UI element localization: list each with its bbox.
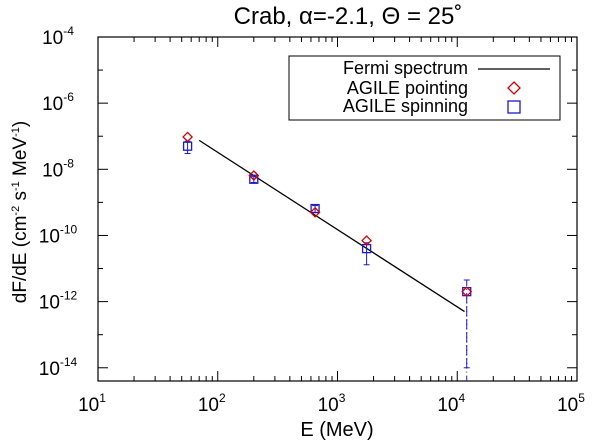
x-axis-tick-labels: 101 102 103 104 105 — [78, 391, 585, 416]
agile-pointing-point — [361, 235, 373, 247]
legend-label-pointing: AGILE pointing — [347, 78, 468, 98]
agile-pointing-point — [182, 131, 194, 143]
y-tick-label: 10-14 — [39, 355, 78, 380]
chart-title: Crab, α=-2.1, Θ = 25˚ — [234, 3, 463, 30]
legend-square-marker — [507, 100, 521, 114]
y-axis-label: dF/dE (cm-2 s-1 MeV-1) — [10, 121, 31, 303]
agile-spinning-point — [249, 174, 259, 184]
agile-pointing-point — [248, 170, 260, 181]
y-tick-label: 10-6 — [42, 90, 74, 115]
legend: Fermi spectrum AGILE pointing AGILE spin… — [288, 55, 561, 121]
legend-diamond-marker — [507, 81, 521, 95]
agile-spinning-series — [182, 140, 472, 369]
y-tick-label: 10-4 — [42, 24, 74, 49]
legend-label-spinning: AGILE spinning — [343, 96, 468, 116]
x-tick-label: 103 — [318, 391, 346, 416]
y-axis-ticks — [98, 36, 577, 369]
fermi-spectrum-series — [198, 139, 465, 313]
y-tick-label: 10-10 — [39, 222, 78, 247]
x-axis-label: E (MeV) — [300, 419, 373, 441]
agile-spinning-point — [310, 203, 320, 214]
agile-pointing-series — [182, 131, 473, 298]
agile-pointing-point — [309, 206, 321, 218]
x-tick-label: 101 — [78, 391, 106, 416]
x-tick-label: 104 — [437, 391, 465, 416]
fermi-spectrum-line — [198, 139, 465, 313]
legend-box — [288, 55, 561, 121]
x-tick-label: 102 — [198, 391, 226, 416]
legend-label-fermi: Fermi spectrum — [343, 58, 468, 78]
agile-pointing-point — [461, 286, 473, 298]
y-axis-tick-labels: 10-4 10-6 10-8 10-10 10-12 10-14 — [39, 24, 78, 380]
y-tick-label: 10-12 — [39, 289, 78, 314]
y-tick-label: 10-8 — [42, 156, 74, 181]
x-axis-ticks — [97, 37, 578, 381]
x-tick-label: 105 — [557, 391, 585, 416]
